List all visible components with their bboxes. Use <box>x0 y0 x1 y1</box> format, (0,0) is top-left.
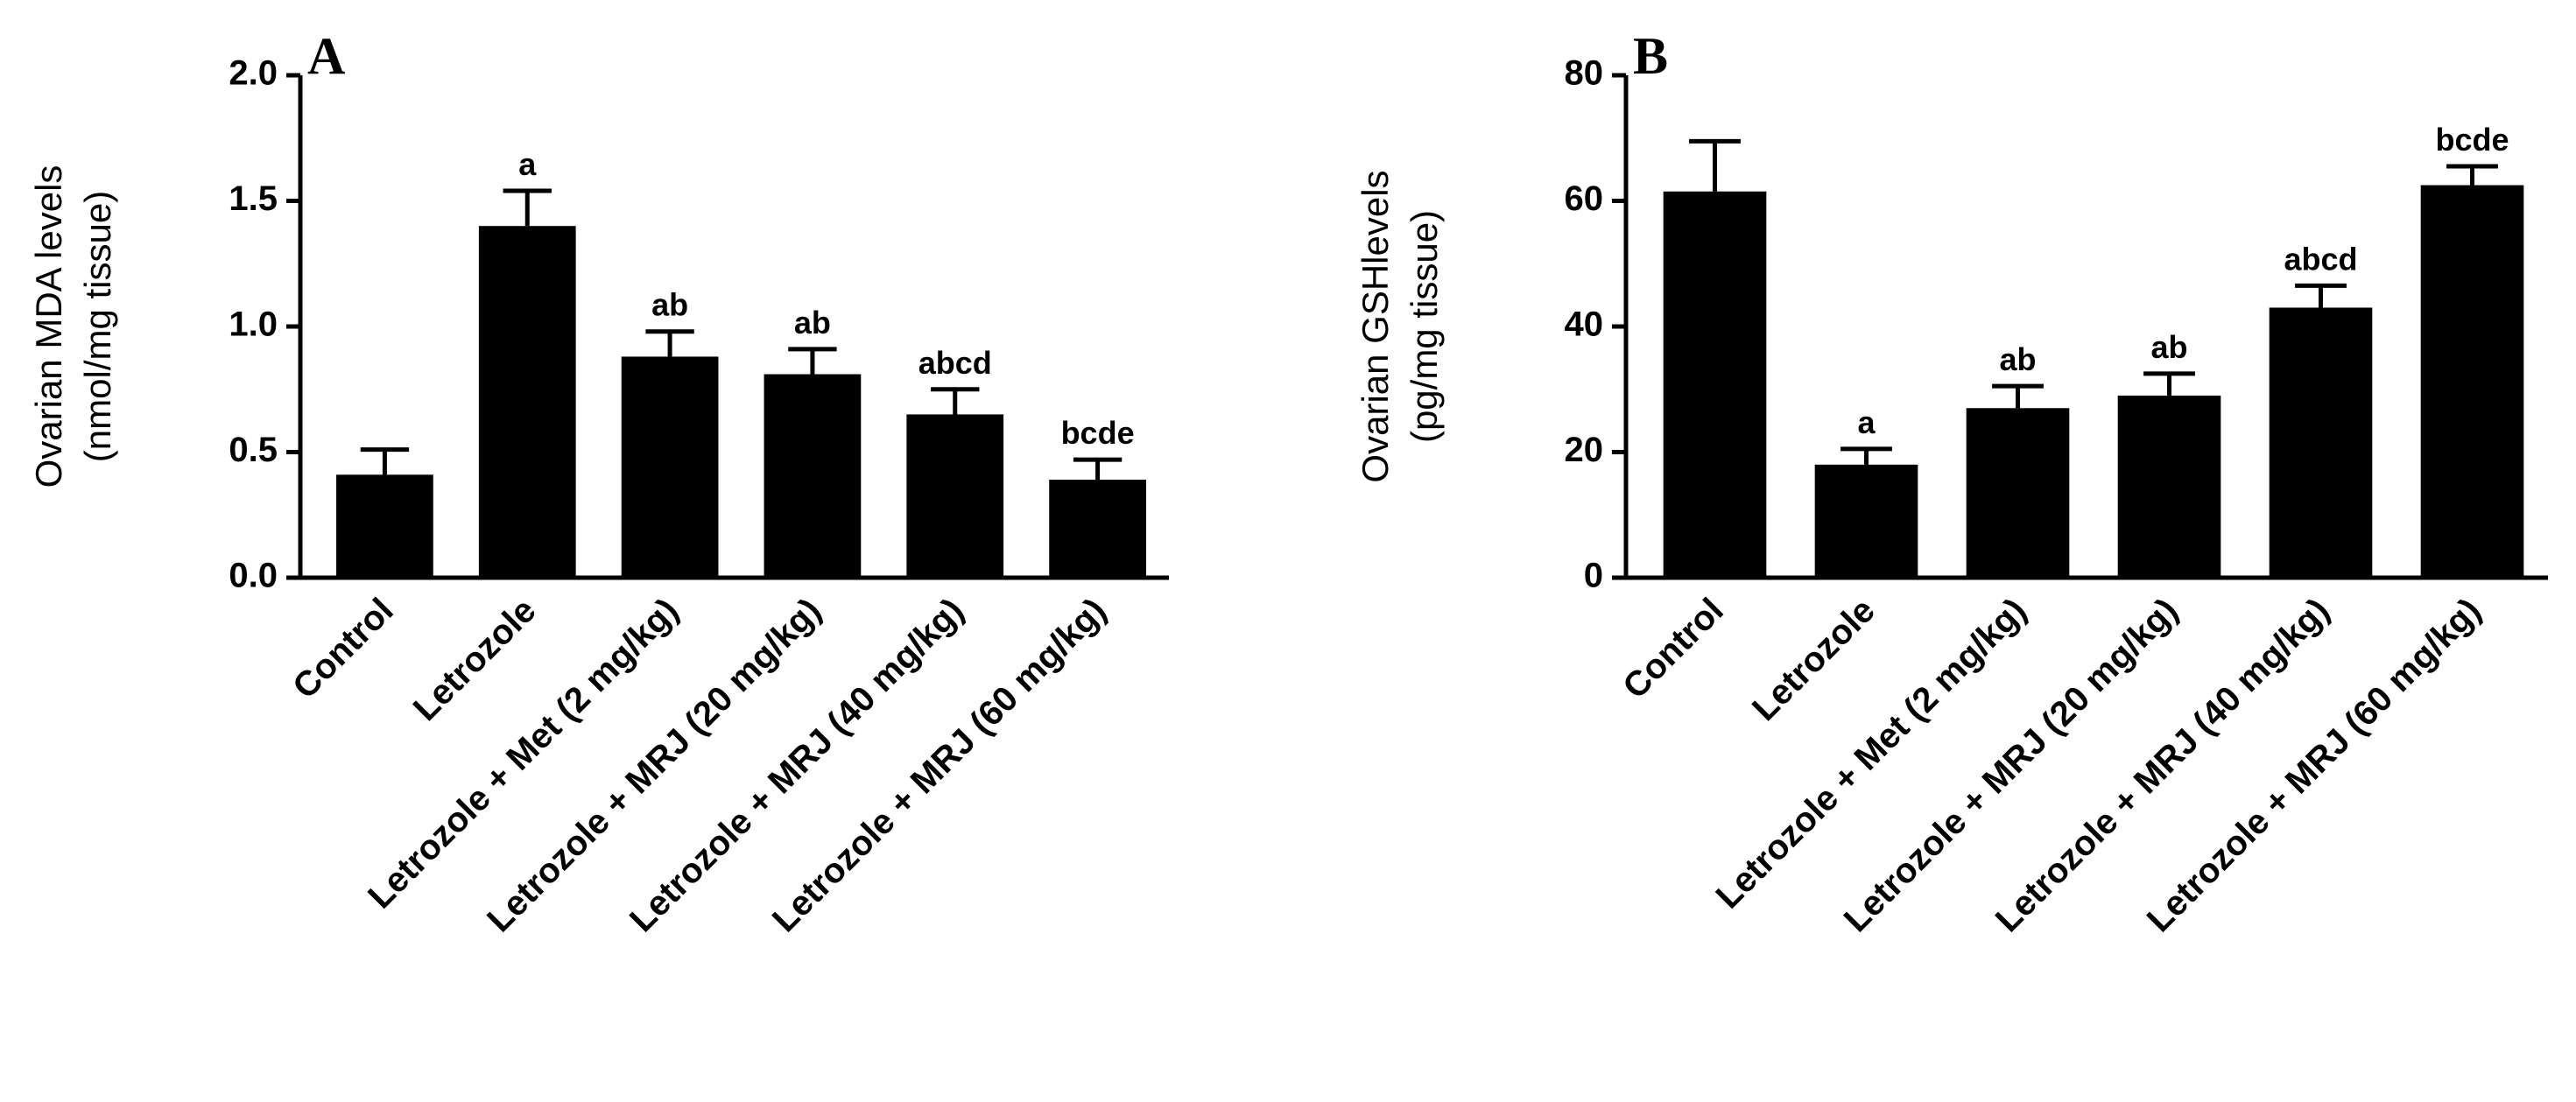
y-tick-label: 1.0 <box>229 305 278 344</box>
y-axis-label: Ovarian MDA levels <box>28 165 69 488</box>
significance-label: a <box>518 146 537 182</box>
bar <box>2117 395 2221 578</box>
x-tick-label: Control <box>1615 591 1731 706</box>
significance-label: abcd <box>918 345 992 381</box>
bar <box>1814 464 1918 578</box>
bar <box>1663 191 1767 579</box>
y-axis-unit: (nmol/mg tissue) <box>77 191 118 462</box>
error-bar <box>2295 283 2347 308</box>
significance-label: abcd <box>2284 241 2357 277</box>
significance-label: bcde <box>1061 415 1135 451</box>
x-tick-label: Letrozole + MRJ (40 mg/kg) <box>1988 591 2337 939</box>
x-tick-label: Letrozole <box>406 591 544 728</box>
y-axis-label: Ovarian GSHlevels <box>1355 170 1396 482</box>
significance-label: ab <box>651 287 688 323</box>
x-tick-label: Letrozole + MRJ (20 mg/kg) <box>1837 591 2185 939</box>
x-tick-label: Letrozole + MRJ (60 mg/kg) <box>2140 591 2488 939</box>
bar <box>478 226 576 578</box>
bar <box>2269 307 2373 578</box>
panel-label: A <box>307 27 345 85</box>
significance-label: ab <box>2150 329 2187 365</box>
y-axis-unit: (pg/mg tissue) <box>1404 210 1445 443</box>
y-tick-label: 80 <box>1565 54 1604 93</box>
bar <box>2420 185 2524 578</box>
y-tick-label: 0.0 <box>229 557 278 595</box>
significance-label: a <box>1857 404 1876 440</box>
panel-label: B <box>1633 27 1668 85</box>
x-tick-label: Control <box>285 591 401 706</box>
y-tick-label: 60 <box>1565 179 1604 218</box>
y-tick-label: 0.5 <box>229 431 278 469</box>
bar <box>621 356 719 578</box>
y-tick-label: 0 <box>1584 557 1603 595</box>
error-bar <box>1073 457 1123 481</box>
error-bar <box>2143 371 2195 396</box>
y-tick-label: 1.5 <box>229 179 278 218</box>
y-tick-label: 2.0 <box>229 54 278 93</box>
error-bar <box>360 447 410 475</box>
bar <box>764 374 862 578</box>
significance-label: bcde <box>2435 122 2509 158</box>
error-bar <box>2446 164 2498 186</box>
y-tick-label: 40 <box>1565 305 1604 344</box>
error-bar <box>788 347 837 375</box>
error-bar <box>503 188 552 227</box>
significance-label: ab <box>1999 341 2036 377</box>
significance-label: ab <box>794 305 831 340</box>
x-tick-label: Letrozole + Met (2 mg/kg) <box>361 591 686 916</box>
bar <box>906 414 1004 578</box>
x-tick-label: Letrozole <box>1745 591 1883 728</box>
bar <box>1049 480 1146 578</box>
error-bar <box>645 329 694 357</box>
error-bar <box>1992 383 2044 409</box>
bar <box>336 474 433 578</box>
error-bar <box>931 387 980 415</box>
error-bar <box>1841 446 1892 465</box>
bar <box>1966 408 2070 578</box>
x-tick-label: Letrozole + Met (2 mg/kg) <box>1709 591 2034 916</box>
y-tick-label: 20 <box>1565 431 1604 469</box>
error-bar <box>1689 138 1741 192</box>
